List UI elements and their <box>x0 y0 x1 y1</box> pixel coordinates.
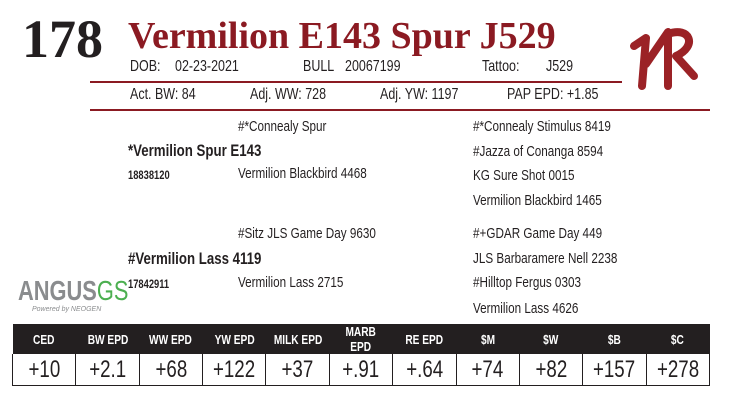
sire-grandparent: KG Sure Shot 0015 <box>473 167 575 184</box>
sire-registration: 18838120 <box>128 168 170 182</box>
dam-registration: 17842911 <box>128 277 170 291</box>
dam-grandparent: #Hilltop Fergus 0303 <box>473 274 581 291</box>
epd-header: $C <box>646 324 710 354</box>
divider <box>90 81 622 83</box>
epd-value: +74 <box>455 354 520 386</box>
vr-brand-logo <box>630 28 698 90</box>
epd-value: +.91 <box>328 354 394 386</box>
actual-bw: Act. BW: 84 <box>130 86 196 103</box>
logo-gs: GS <box>96 275 129 306</box>
sex: BULL <box>303 58 335 75</box>
epd-header: CED <box>12 324 76 354</box>
adjusted-yw: Adj. YW: 1197 <box>380 86 459 103</box>
registration-number: 20067199 <box>345 58 401 75</box>
sire-grandparent: #Jazza of Conanga 8594 <box>473 143 604 160</box>
epd-value-row: +10 +2.1 +68 +122 +37 +.91 +.64 +74 +82 … <box>11 354 711 386</box>
sire-sire: #*Connealy Spur <box>238 118 327 135</box>
epd-value: +278 <box>645 354 711 386</box>
angus-gs-logo: ANGUSGS Powered by NEOGEN <box>18 275 160 314</box>
epd-header: BW EPD <box>75 324 140 354</box>
dam-grandparent: JLS Barbaramere Nell 2238 <box>473 250 618 267</box>
epd-header: MILK EPD <box>265 324 330 354</box>
dam-sire: #Sitz JLS Game Day 9630 <box>238 225 376 242</box>
epd-header: WW EPD <box>139 324 203 354</box>
lot-number: 178 <box>22 9 103 69</box>
epd-value: +.64 <box>392 354 457 386</box>
sire: *Vermilion Spur E143 <box>128 141 262 160</box>
dam-grandparent: #+GDAR Game Day 449 <box>473 225 603 242</box>
logo-angus: ANGUS <box>18 275 97 306</box>
epd-header: $M <box>456 324 520 354</box>
epd-value: +122 <box>202 354 267 386</box>
tattoo: J529 <box>546 58 574 75</box>
pap-epd: PAP EPD: +1.85 <box>507 86 599 103</box>
dam-grandparent: Vermilion Lass 4626 <box>473 300 579 317</box>
epd-value: +82 <box>518 354 584 386</box>
epd-value: +68 <box>138 354 204 386</box>
tattoo-label: Tattoo: <box>482 58 520 75</box>
epd-value: +157 <box>582 354 647 386</box>
sire-dam: Vermilion Blackbird 4468 <box>238 165 367 182</box>
epd-table: CED BW EPD WW EPD YW EPD MILK EPD MARB E… <box>11 324 711 386</box>
sire-grandparent: #*Connealy Stimulus 8419 <box>473 118 611 135</box>
epd-value: +37 <box>265 354 330 386</box>
dam-dam: Vermilion Lass 2715 <box>238 274 344 291</box>
adjusted-ww: Adj. WW: 728 <box>250 86 327 103</box>
logo-tagline: Powered by NEOGEN <box>32 306 102 313</box>
epd-value: +2.1 <box>75 354 140 386</box>
divider <box>90 109 710 111</box>
dob-label: DOB: <box>130 58 161 75</box>
epd-header: MARB EPD <box>329 324 393 354</box>
epd-header: $B <box>582 324 647 354</box>
animal-name: Vermilion E143 Spur J529 <box>128 15 556 57</box>
epd-value: +10 <box>11 354 77 386</box>
epd-header: RE EPD <box>392 324 457 354</box>
epd-header-row: CED BW EPD WW EPD YW EPD MILK EPD MARB E… <box>12 324 710 354</box>
sire-grandparent: Vermilion Blackbird 1465 <box>473 192 602 209</box>
dam: #Vermilion Lass 4119 <box>128 249 262 268</box>
epd-header: YW EPD <box>202 324 266 354</box>
dob: 02-23-2021 <box>175 58 239 75</box>
epd-header: $W <box>519 324 583 354</box>
